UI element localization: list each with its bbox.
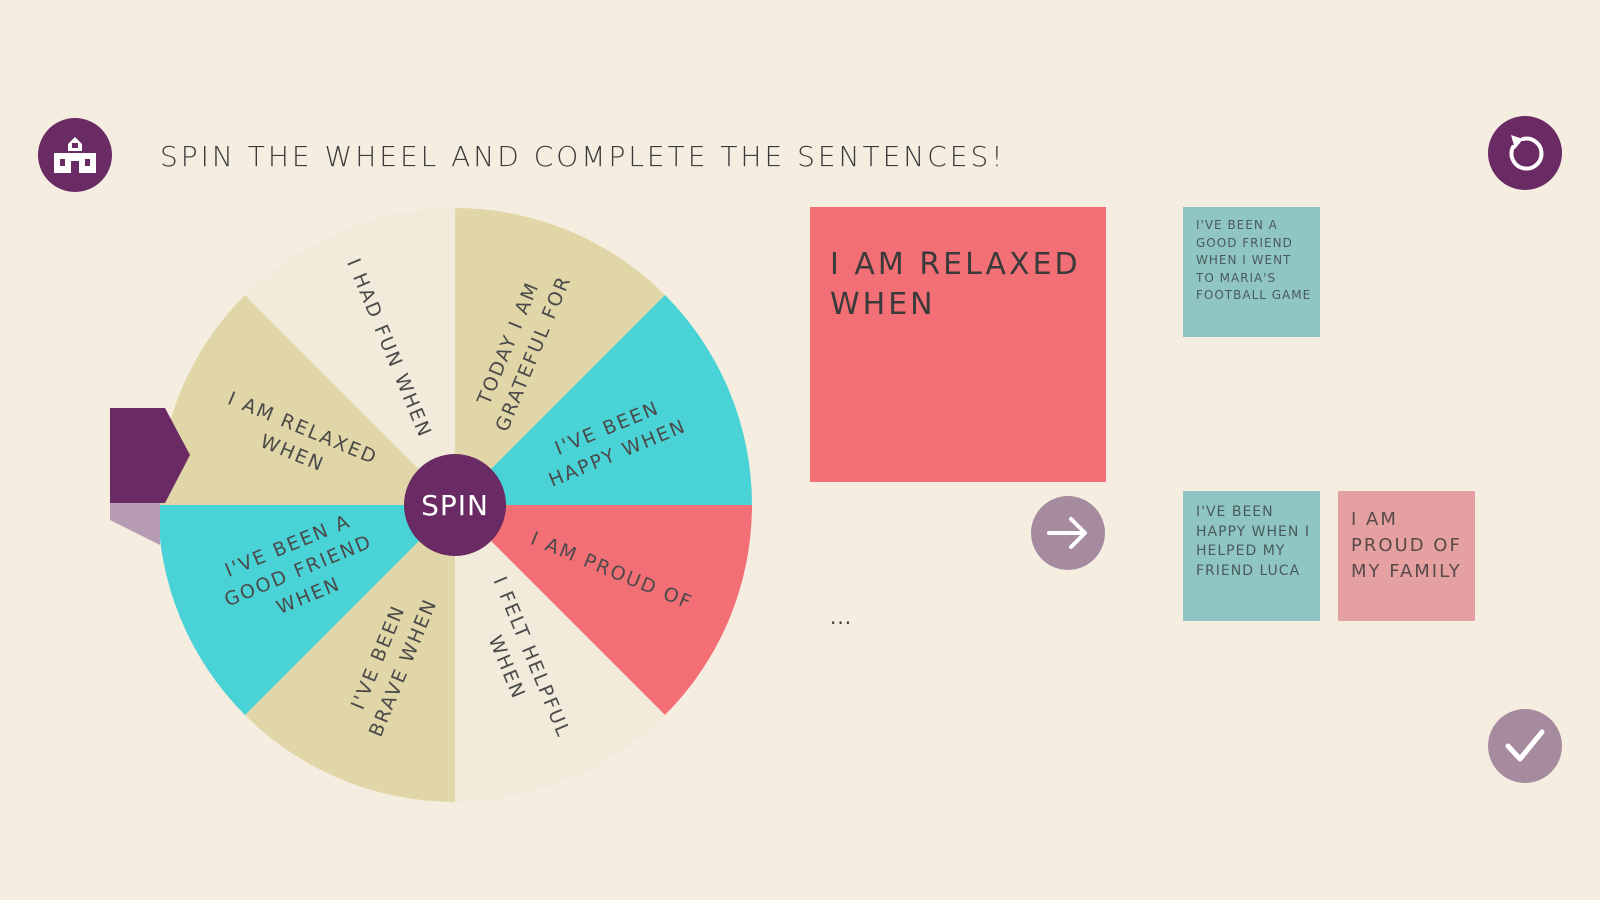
- wheel-segment: [455, 208, 666, 505]
- wheel-segment: [158, 505, 455, 716]
- pointer-shadow: [110, 502, 160, 545]
- checkmark-icon: [1505, 729, 1545, 762]
- wheel-segment: [244, 505, 455, 802]
- prompt-ellipsis: ...: [830, 605, 853, 629]
- prompt-text: I AM RELAXED WHEN: [830, 247, 1081, 322]
- arrow-right-icon: [1047, 517, 1087, 549]
- wheel-segment: [158, 294, 455, 505]
- prompt-card: I AM RELAXED WHEN ...: [810, 207, 1106, 629]
- school-house-icon: [54, 137, 96, 173]
- pointer-arrow-icon: [110, 408, 190, 503]
- wheel-segment: [455, 294, 752, 505]
- wheel-segment: [244, 208, 455, 505]
- spin-button[interactable]: SPIN: [404, 454, 506, 556]
- wheel-segments: [158, 208, 752, 803]
- wheel-pointer: [110, 408, 190, 545]
- restart-icon: [1509, 135, 1544, 171]
- wheel-segment: [455, 505, 666, 803]
- answer-card[interactable]: I'VE BEEN HAPPY WHEN I HELPED MY FRIEND …: [1183, 491, 1320, 621]
- wheel-segment: [455, 505, 752, 716]
- restart-button[interactable]: [1488, 116, 1562, 190]
- instruction-title: SPIN THE WHEEL AND COMPLETE THE SENTENCE…: [160, 140, 1006, 173]
- spin-label: SPIN: [421, 489, 489, 522]
- answer-card[interactable]: I'VE BEEN A GOOD FRIEND WHEN I WENT TO M…: [1183, 207, 1320, 337]
- home-button[interactable]: [38, 118, 112, 192]
- next-button[interactable]: [1031, 496, 1105, 570]
- answer-card[interactable]: I AM PROUD OF MY FAMILY: [1338, 491, 1475, 621]
- check-button[interactable]: [1488, 709, 1562, 783]
